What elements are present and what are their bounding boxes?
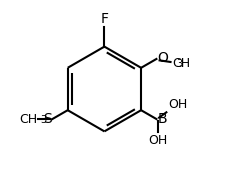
Text: O: O <box>157 51 167 65</box>
Text: S: S <box>43 112 51 126</box>
Text: CH: CH <box>171 57 189 70</box>
Text: F: F <box>100 12 108 26</box>
Text: CH: CH <box>19 112 37 125</box>
Text: 3: 3 <box>175 59 182 69</box>
Text: B: B <box>157 112 166 126</box>
Text: OH: OH <box>167 98 186 111</box>
Text: 3: 3 <box>40 115 46 125</box>
Text: OH: OH <box>148 134 167 147</box>
